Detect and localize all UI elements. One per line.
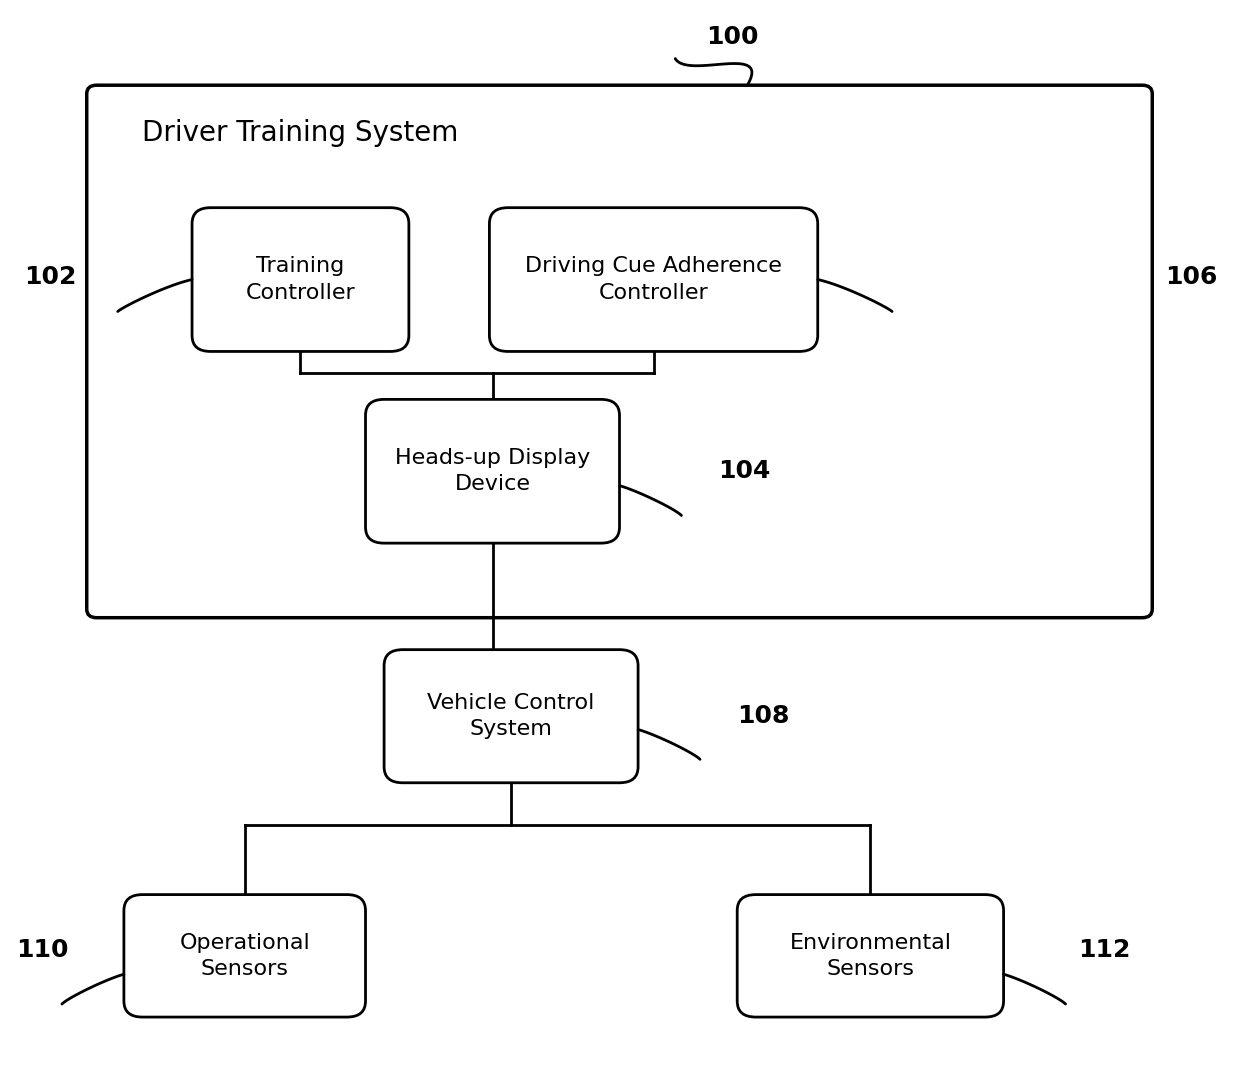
Text: 112: 112 [1078,938,1130,962]
Text: Vehicle Control
System: Vehicle Control System [427,693,595,739]
Text: Operational
Sensors: Operational Sensors [180,933,310,979]
Text: Environmental
Sensors: Environmental Sensors [789,933,952,979]
FancyBboxPatch shape [87,85,1152,618]
FancyBboxPatch shape [192,208,409,351]
FancyBboxPatch shape [384,650,638,783]
FancyBboxPatch shape [124,895,366,1017]
Text: 106: 106 [1165,265,1217,289]
FancyBboxPatch shape [737,895,1004,1017]
Text: 108: 108 [737,704,789,727]
Text: 102: 102 [25,265,77,289]
FancyBboxPatch shape [366,399,620,543]
Text: Driver Training System: Driver Training System [142,119,458,147]
Text: 100: 100 [706,26,758,49]
Text: 104: 104 [719,459,771,482]
Text: Training
Controller: Training Controller [245,257,356,302]
Text: Heads-up Display
Device: Heads-up Display Device [395,448,590,494]
Text: 110: 110 [16,938,68,962]
FancyBboxPatch shape [489,208,818,351]
Text: Driving Cue Adherence
Controller: Driving Cue Adherence Controller [525,257,782,302]
